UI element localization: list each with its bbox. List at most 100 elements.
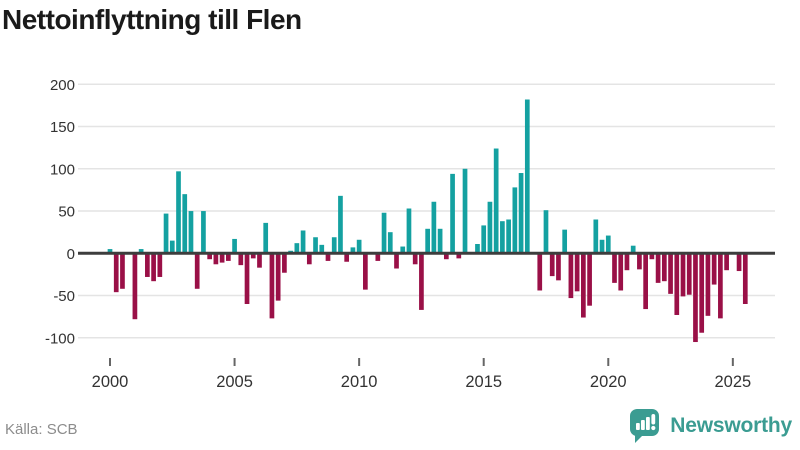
bar	[674, 253, 680, 315]
bar	[319, 244, 325, 254]
bar	[238, 253, 244, 266]
bar	[574, 253, 580, 292]
bar	[387, 232, 393, 254]
bar	[655, 253, 661, 283]
bar	[244, 253, 250, 304]
bar	[250, 253, 256, 259]
y-axis-tick-label: 200	[50, 77, 75, 94]
bar	[643, 253, 648, 310]
bar	[188, 211, 194, 254]
bar	[331, 237, 337, 254]
bar	[375, 253, 381, 261]
bar	[568, 253, 574, 299]
y-axis-tick-label: 0	[67, 246, 75, 263]
bar	[624, 253, 630, 271]
bar	[412, 253, 418, 265]
page-title: Nettoinflyttning till Flen	[2, 4, 302, 35]
bar	[113, 253, 119, 293]
bar	[294, 243, 300, 254]
bar	[157, 253, 163, 277]
bar	[543, 210, 549, 254]
bar	[593, 219, 599, 254]
bar	[742, 253, 748, 304]
bar	[163, 213, 169, 254]
bar	[400, 246, 406, 254]
newsworthy-logo-icon	[630, 409, 660, 443]
y-axis-tick-label: 50	[58, 204, 75, 221]
newsworthy-logo[interactable]: Newsworthy	[628, 408, 792, 444]
bar	[500, 221, 505, 254]
bar	[661, 253, 667, 282]
bar	[306, 253, 312, 265]
bar	[693, 253, 698, 343]
y-axis-tick-label: 150	[50, 119, 75, 136]
bar	[207, 253, 213, 260]
bar	[145, 253, 150, 277]
bar	[711, 253, 717, 285]
y-axis-tick-label: -50	[53, 288, 75, 305]
bar	[630, 245, 636, 254]
bar	[232, 238, 237, 254]
bar	[686, 253, 692, 295]
x-axis-tick-label: 2015	[465, 373, 502, 391]
source-label: Källa: SCB	[5, 421, 78, 438]
x-axis-tick-label: 2025	[714, 373, 751, 391]
bar	[325, 253, 331, 261]
bar	[282, 253, 287, 273]
bar	[431, 201, 437, 254]
bar	[524, 99, 530, 254]
bar	[605, 235, 611, 254]
bar	[176, 171, 181, 254]
bar	[300, 230, 306, 254]
bar	[381, 212, 387, 254]
bar	[736, 253, 742, 272]
bar	[225, 253, 231, 261]
bar	[537, 253, 543, 291]
bar	[518, 173, 524, 254]
bar	[581, 253, 586, 318]
bar	[506, 219, 511, 254]
bar	[138, 249, 144, 254]
x-axis-tick-label: 2010	[341, 373, 378, 391]
bar	[419, 253, 424, 310]
x-axis-tick-label: 2000	[92, 373, 129, 391]
bar	[668, 253, 673, 294]
bar	[194, 253, 200, 289]
bar	[512, 187, 518, 254]
bar	[718, 253, 723, 319]
bar	[456, 253, 462, 259]
bar	[169, 240, 175, 254]
bar	[612, 253, 617, 283]
bar	[724, 253, 729, 271]
newsworthy-logo-text: Newsworthy	[670, 414, 792, 437]
bar	[618, 253, 624, 291]
bar	[556, 253, 561, 281]
bar	[481, 225, 487, 254]
bar	[344, 253, 350, 262]
bar	[182, 194, 188, 254]
bar	[637, 253, 642, 270]
bar	[443, 253, 449, 260]
bar	[219, 253, 225, 263]
bar	[587, 253, 592, 306]
bar	[257, 253, 262, 268]
bar	[406, 208, 412, 254]
bar	[363, 253, 368, 290]
bar	[425, 228, 430, 254]
bar	[680, 253, 686, 297]
bar	[487, 201, 493, 254]
bar	[132, 253, 138, 320]
bar	[599, 239, 605, 254]
bar	[356, 239, 362, 254]
bar	[213, 253, 219, 265]
x-axis-tick-label: 2020	[590, 373, 627, 391]
bar	[493, 148, 499, 254]
bar	[437, 228, 443, 254]
bar	[649, 253, 655, 260]
bar	[275, 253, 281, 301]
bar	[549, 253, 555, 277]
bar	[107, 249, 113, 254]
bar	[394, 253, 399, 269]
bar	[475, 244, 480, 254]
